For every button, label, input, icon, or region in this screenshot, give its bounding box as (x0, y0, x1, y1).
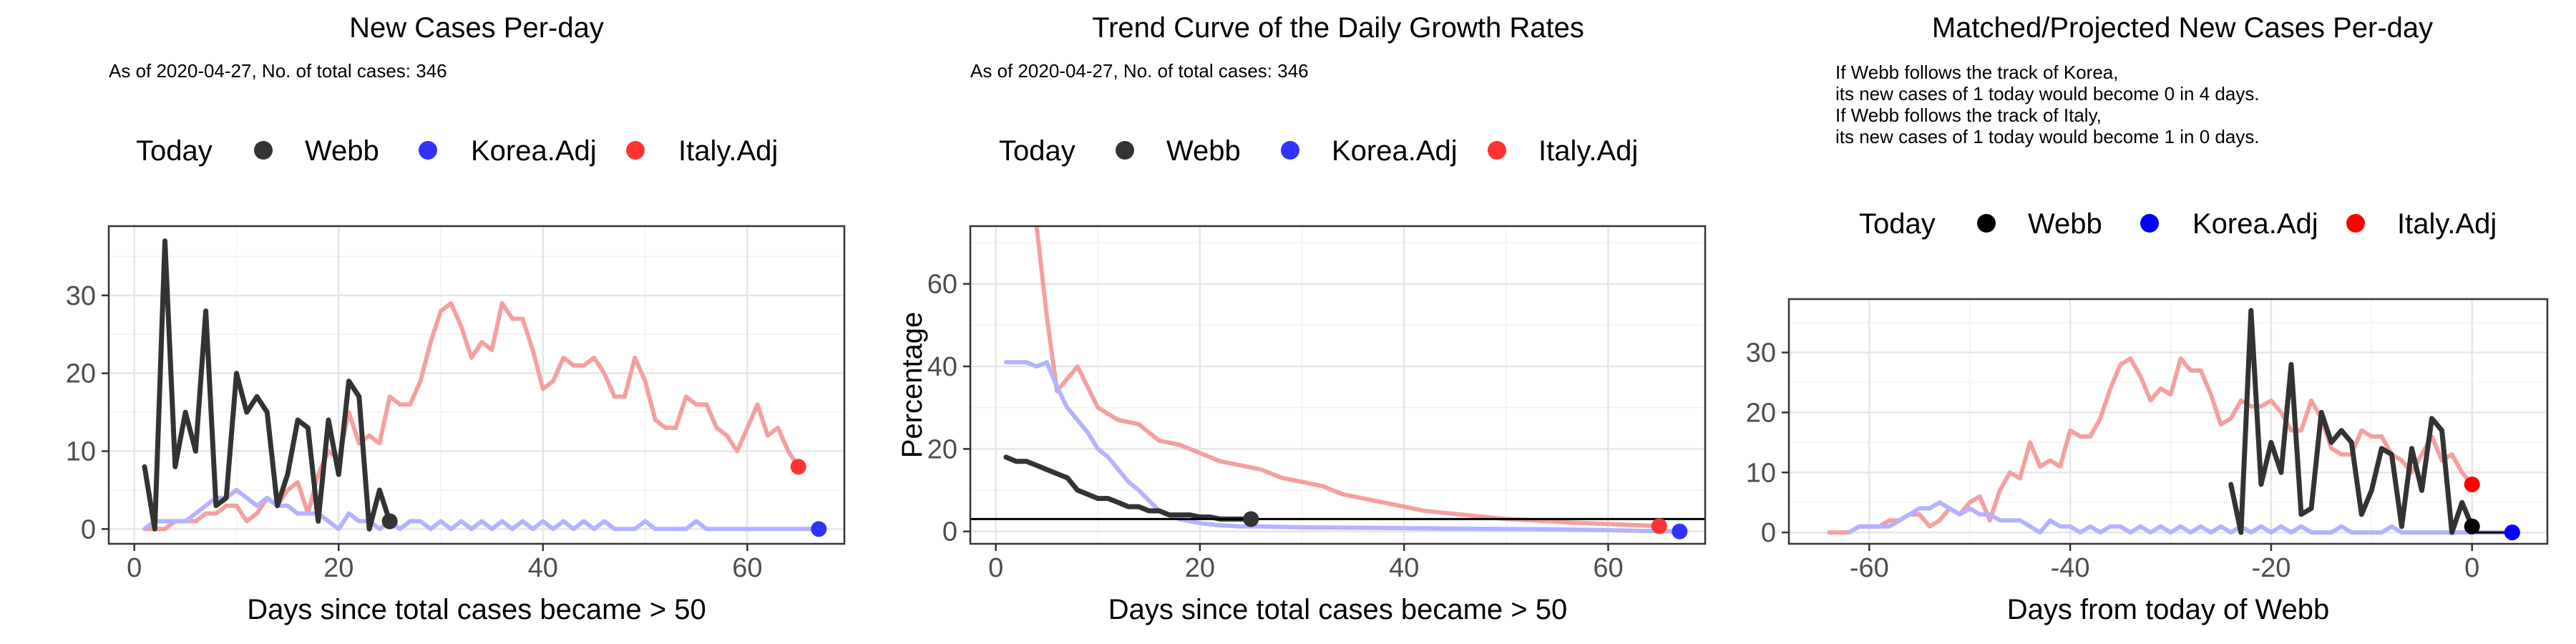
series-line-italy-adj (1033, 226, 1662, 529)
chart-subtitle: As of 2020-04-27, No. of total cases: 34… (970, 60, 1309, 82)
legend-label: Korea.Adj (1332, 135, 1458, 167)
legend-key-italy-adj (626, 141, 645, 160)
chart-subtitle: If Webb follows the track of Korea, (1835, 62, 2118, 83)
y-tick-label: 10 (1746, 458, 1776, 488)
gridlines (970, 226, 1705, 544)
legend-title: Today (136, 135, 213, 167)
today-point-webb (1243, 511, 1259, 527)
series-group (1003, 226, 1682, 534)
axes: 0 20 40 60 0 20 40 60 (927, 270, 1624, 583)
today-point-korea-adj (1672, 523, 1688, 540)
series-line-webb (142, 238, 393, 532)
y-tick-label: 60 (927, 270, 957, 300)
legend-label: Webb (2028, 208, 2102, 240)
y-tick-label: 0 (942, 517, 957, 547)
chart-new-cases: New Cases Per-day As of 2020-04-27, No. o… (66, 12, 846, 625)
plot-background (970, 226, 1705, 544)
x-tick-label: 40 (528, 553, 558, 583)
legend-key-korea-adj (419, 141, 437, 160)
legend-label: Korea.Adj (471, 135, 597, 167)
plot-border (107, 225, 846, 545)
today-point-korea-adj (2504, 525, 2520, 541)
series-group (142, 238, 821, 532)
legend-key-italy-adj (1488, 141, 1506, 160)
x-tick-label: 0 (127, 553, 142, 583)
x-axis-label: Days from today of Webb (2007, 594, 2330, 625)
chart-subtitle: its new cases of 1 today would become 0 … (1835, 83, 2260, 104)
x-tick-label: 60 (732, 553, 762, 583)
today-point-italy-adj (1651, 518, 1667, 535)
x-tick-label: 20 (323, 553, 353, 583)
x-tick-label: -60 (1850, 553, 1889, 583)
legend-label: Italy.Adj (678, 135, 778, 167)
legend-key-webb (1116, 141, 1134, 160)
today-point-webb (2464, 518, 2480, 535)
today-point-korea-adj (811, 521, 827, 537)
plot-border (1787, 298, 2549, 545)
legend-label: Korea.Adj (2192, 208, 2318, 240)
chart-projected-cases: Matched/Projected New Cases Per-day If We… (1746, 12, 2549, 625)
legend: Today Webb Korea.Adj Italy.Adj (999, 135, 1638, 167)
axes: -60 -40 -20 0 0 10 20 30 (1746, 338, 2480, 583)
x-tick-label: 0 (2464, 553, 2479, 583)
legend-label: Italy.Adj (1538, 135, 1638, 167)
legend: Today Webb Korea.Adj Italy.Adj (136, 135, 778, 167)
x-tick-label: 60 (1593, 553, 1623, 583)
y-tick-label: 10 (66, 437, 96, 467)
chart-title: New Cases Per-day (349, 12, 604, 44)
x-axis-label: Days since total cases became > 50 (247, 594, 706, 625)
today-point-webb (381, 513, 398, 530)
legend-key-korea-adj (2140, 214, 2159, 233)
chart-subtitle: its new cases of 1 today would become 1 … (1835, 126, 2260, 147)
y-tick-label: 20 (927, 434, 957, 464)
y-tick-label: 30 (1746, 338, 1776, 369)
plot-background (109, 226, 844, 544)
y-tick-label: 20 (1746, 398, 1776, 428)
legend: Today Webb Korea.Adj Italy.Adj (1859, 208, 2497, 240)
series-line-webb (2228, 308, 2475, 535)
chart-subtitle: If Webb follows the track of Italy, (1835, 104, 2102, 126)
y-tick-label: 0 (1761, 518, 1776, 548)
chart-growth-rates: Trend Curve of the Daily Growth Rates As … (897, 12, 1707, 625)
axes: 0 20 40 60 0 10 20 30 (66, 281, 763, 583)
chart-title: Matched/Projected New Cases Per-day (1932, 12, 2433, 44)
y-tick-label: 40 (927, 352, 957, 382)
plot-background (1789, 299, 2547, 544)
legend-key-korea-adj (1281, 141, 1299, 160)
x-tick-label: 40 (1389, 553, 1419, 583)
chart-subtitle: As of 2020-04-27, No. of total cases: 34… (109, 60, 447, 82)
legend-title: Today (1859, 208, 1936, 240)
today-point-italy-adj (790, 459, 806, 475)
y-tick-label: 30 (66, 281, 96, 311)
chart-title: Trend Curve of the Daily Growth Rates (1092, 12, 1584, 44)
plot-border (969, 225, 1707, 545)
legend-key-italy-adj (2346, 214, 2365, 233)
x-tick-label: 20 (1185, 553, 1215, 583)
y-axis-label: Percentage (897, 312, 928, 459)
legend-key-webb (254, 141, 273, 160)
series-line-korea-adj (1847, 500, 2514, 535)
y-tick-label: 0 (81, 514, 96, 545)
series-line-italy-adj (142, 301, 801, 532)
series-line-italy-adj (1827, 356, 2474, 535)
y-tick-label: 20 (66, 359, 96, 389)
series-line-korea-adj (142, 487, 821, 532)
x-tick-label: 0 (988, 553, 1003, 583)
series-line-webb (1003, 454, 1254, 522)
legend-title: Today (999, 135, 1075, 167)
legend-label: Webb (1166, 135, 1241, 167)
x-tick-label: -20 (2251, 553, 2290, 583)
legend-label: Webb (305, 135, 379, 167)
legend-label: Italy.Adj (2397, 208, 2497, 240)
legend-key-webb (1977, 214, 1996, 233)
today-point-italy-adj (2464, 477, 2480, 493)
x-axis-label: Days since total cases became > 50 (1108, 594, 1567, 625)
x-tick-label: -40 (2051, 553, 2090, 583)
